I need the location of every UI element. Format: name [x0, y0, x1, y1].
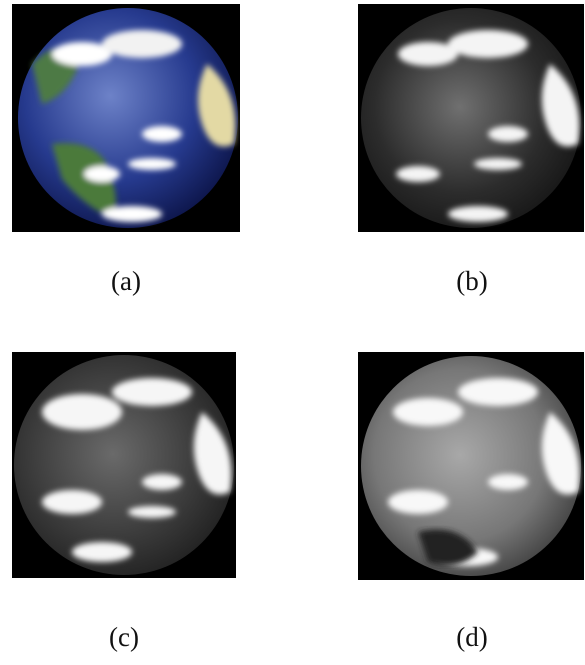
- figure: (a) (b) (c) (d): [0, 0, 585, 665]
- panel-label: (a): [12, 266, 240, 297]
- panel-label: (b): [358, 266, 585, 297]
- earth-image: [358, 352, 584, 580]
- earth-image: [12, 352, 236, 578]
- earth-image: [358, 4, 584, 232]
- panel-label: (d): [358, 622, 585, 653]
- earth-image: [12, 4, 240, 232]
- panel-label: (c): [10, 622, 238, 653]
